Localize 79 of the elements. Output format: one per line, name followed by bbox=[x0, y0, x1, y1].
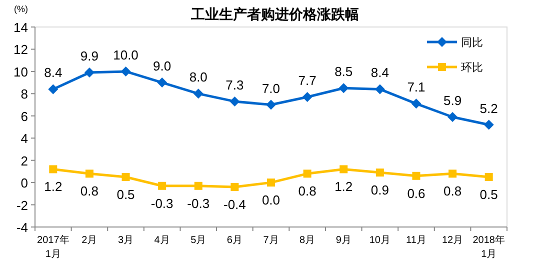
y-tick-label: -4 bbox=[16, 220, 28, 235]
data-label: -0.3 bbox=[187, 196, 210, 211]
x-tick-label: 12月 bbox=[442, 235, 464, 246]
point bbox=[194, 182, 202, 190]
point bbox=[193, 88, 204, 99]
data-label: 9.9 bbox=[80, 48, 98, 64]
x-tick-label: 7月 bbox=[263, 235, 279, 246]
point bbox=[448, 112, 458, 122]
x-tick-label: 2017年 1月 bbox=[37, 234, 70, 260]
data-label: 5.2 bbox=[480, 100, 498, 116]
data-label: 9.0 bbox=[153, 58, 172, 74]
point bbox=[338, 83, 349, 94]
point bbox=[84, 68, 94, 78]
data-label: 7.0 bbox=[262, 80, 280, 96]
point bbox=[484, 120, 494, 130]
point bbox=[48, 84, 58, 94]
point bbox=[267, 178, 275, 187]
data-label: 8.4 bbox=[44, 65, 62, 80]
point bbox=[340, 165, 348, 174]
data-label: 7.7 bbox=[298, 73, 316, 88]
data-label: 5.9 bbox=[444, 93, 462, 108]
y-tick-label: 0 bbox=[20, 176, 28, 191]
point bbox=[120, 66, 131, 76]
y-tick-label: -2 bbox=[16, 198, 28, 213]
point bbox=[230, 96, 240, 106]
y-axis-title: (%) bbox=[14, 4, 28, 14]
x-tick-label: 2018年 1月 bbox=[472, 234, 505, 260]
legend-label: 环比 bbox=[461, 61, 483, 74]
data-label: 0.8 bbox=[444, 184, 462, 199]
data-label: 7.1 bbox=[407, 80, 426, 95]
legend-label: 同比 bbox=[461, 36, 483, 49]
point bbox=[230, 183, 239, 191]
point bbox=[49, 165, 58, 174]
point bbox=[484, 173, 493, 181]
point bbox=[448, 170, 457, 178]
x-tick-label: 6月 bbox=[226, 235, 242, 246]
chart-title: 工业生产者购进价格涨跌幅 bbox=[190, 6, 359, 22]
data-label: 0.8 bbox=[80, 184, 98, 199]
data-label: 8.0 bbox=[189, 70, 208, 85]
point bbox=[157, 78, 168, 88]
point bbox=[374, 84, 385, 94]
y-tick-label: 14 bbox=[14, 20, 28, 35]
x-tick-label: 8月 bbox=[300, 235, 316, 246]
point bbox=[158, 182, 166, 190]
y-tick-label: 2 bbox=[20, 153, 28, 168]
y-tick-label: 4 bbox=[20, 131, 28, 146]
x-tick-label: 4月 bbox=[154, 235, 170, 246]
y-tick-label: 12 bbox=[14, 42, 28, 58]
data-label: 0.5 bbox=[480, 187, 498, 202]
x-tick-label: 2月 bbox=[82, 235, 98, 246]
data-label: -0.4 bbox=[223, 197, 246, 212]
point bbox=[266, 100, 276, 110]
data-label: 0.0 bbox=[262, 192, 280, 208]
point bbox=[303, 170, 312, 178]
x-tick-label: 11月 bbox=[406, 235, 426, 246]
data-label: 7.3 bbox=[226, 77, 244, 92]
y-tick-label: 6 bbox=[20, 108, 28, 124]
x-tick-label: 3月 bbox=[118, 235, 134, 246]
data-label: 0.6 bbox=[407, 186, 426, 201]
data-label: 0.5 bbox=[116, 187, 135, 202]
data-label: 8.5 bbox=[334, 64, 353, 80]
data-label: 10.0 bbox=[113, 47, 138, 62]
point bbox=[302, 92, 312, 102]
data-label: 1.2 bbox=[44, 179, 62, 194]
x-tick-label: 5月 bbox=[190, 235, 206, 246]
data-label: 8.4 bbox=[370, 65, 389, 80]
y-tick-label: 10 bbox=[14, 64, 28, 80]
data-label: 0.9 bbox=[370, 182, 389, 198]
x-tick-label: 10月 bbox=[369, 235, 390, 246]
data-label: 1.2 bbox=[334, 179, 353, 194]
point bbox=[85, 170, 94, 178]
y-tick-label: 8 bbox=[20, 86, 28, 102]
x-tick-label: 9月 bbox=[336, 235, 352, 246]
point bbox=[376, 168, 384, 177]
point bbox=[412, 172, 420, 180]
data-label: 0.8 bbox=[298, 184, 316, 199]
point bbox=[122, 173, 130, 181]
data-label: -0.3 bbox=[150, 196, 174, 211]
point bbox=[411, 98, 422, 109]
